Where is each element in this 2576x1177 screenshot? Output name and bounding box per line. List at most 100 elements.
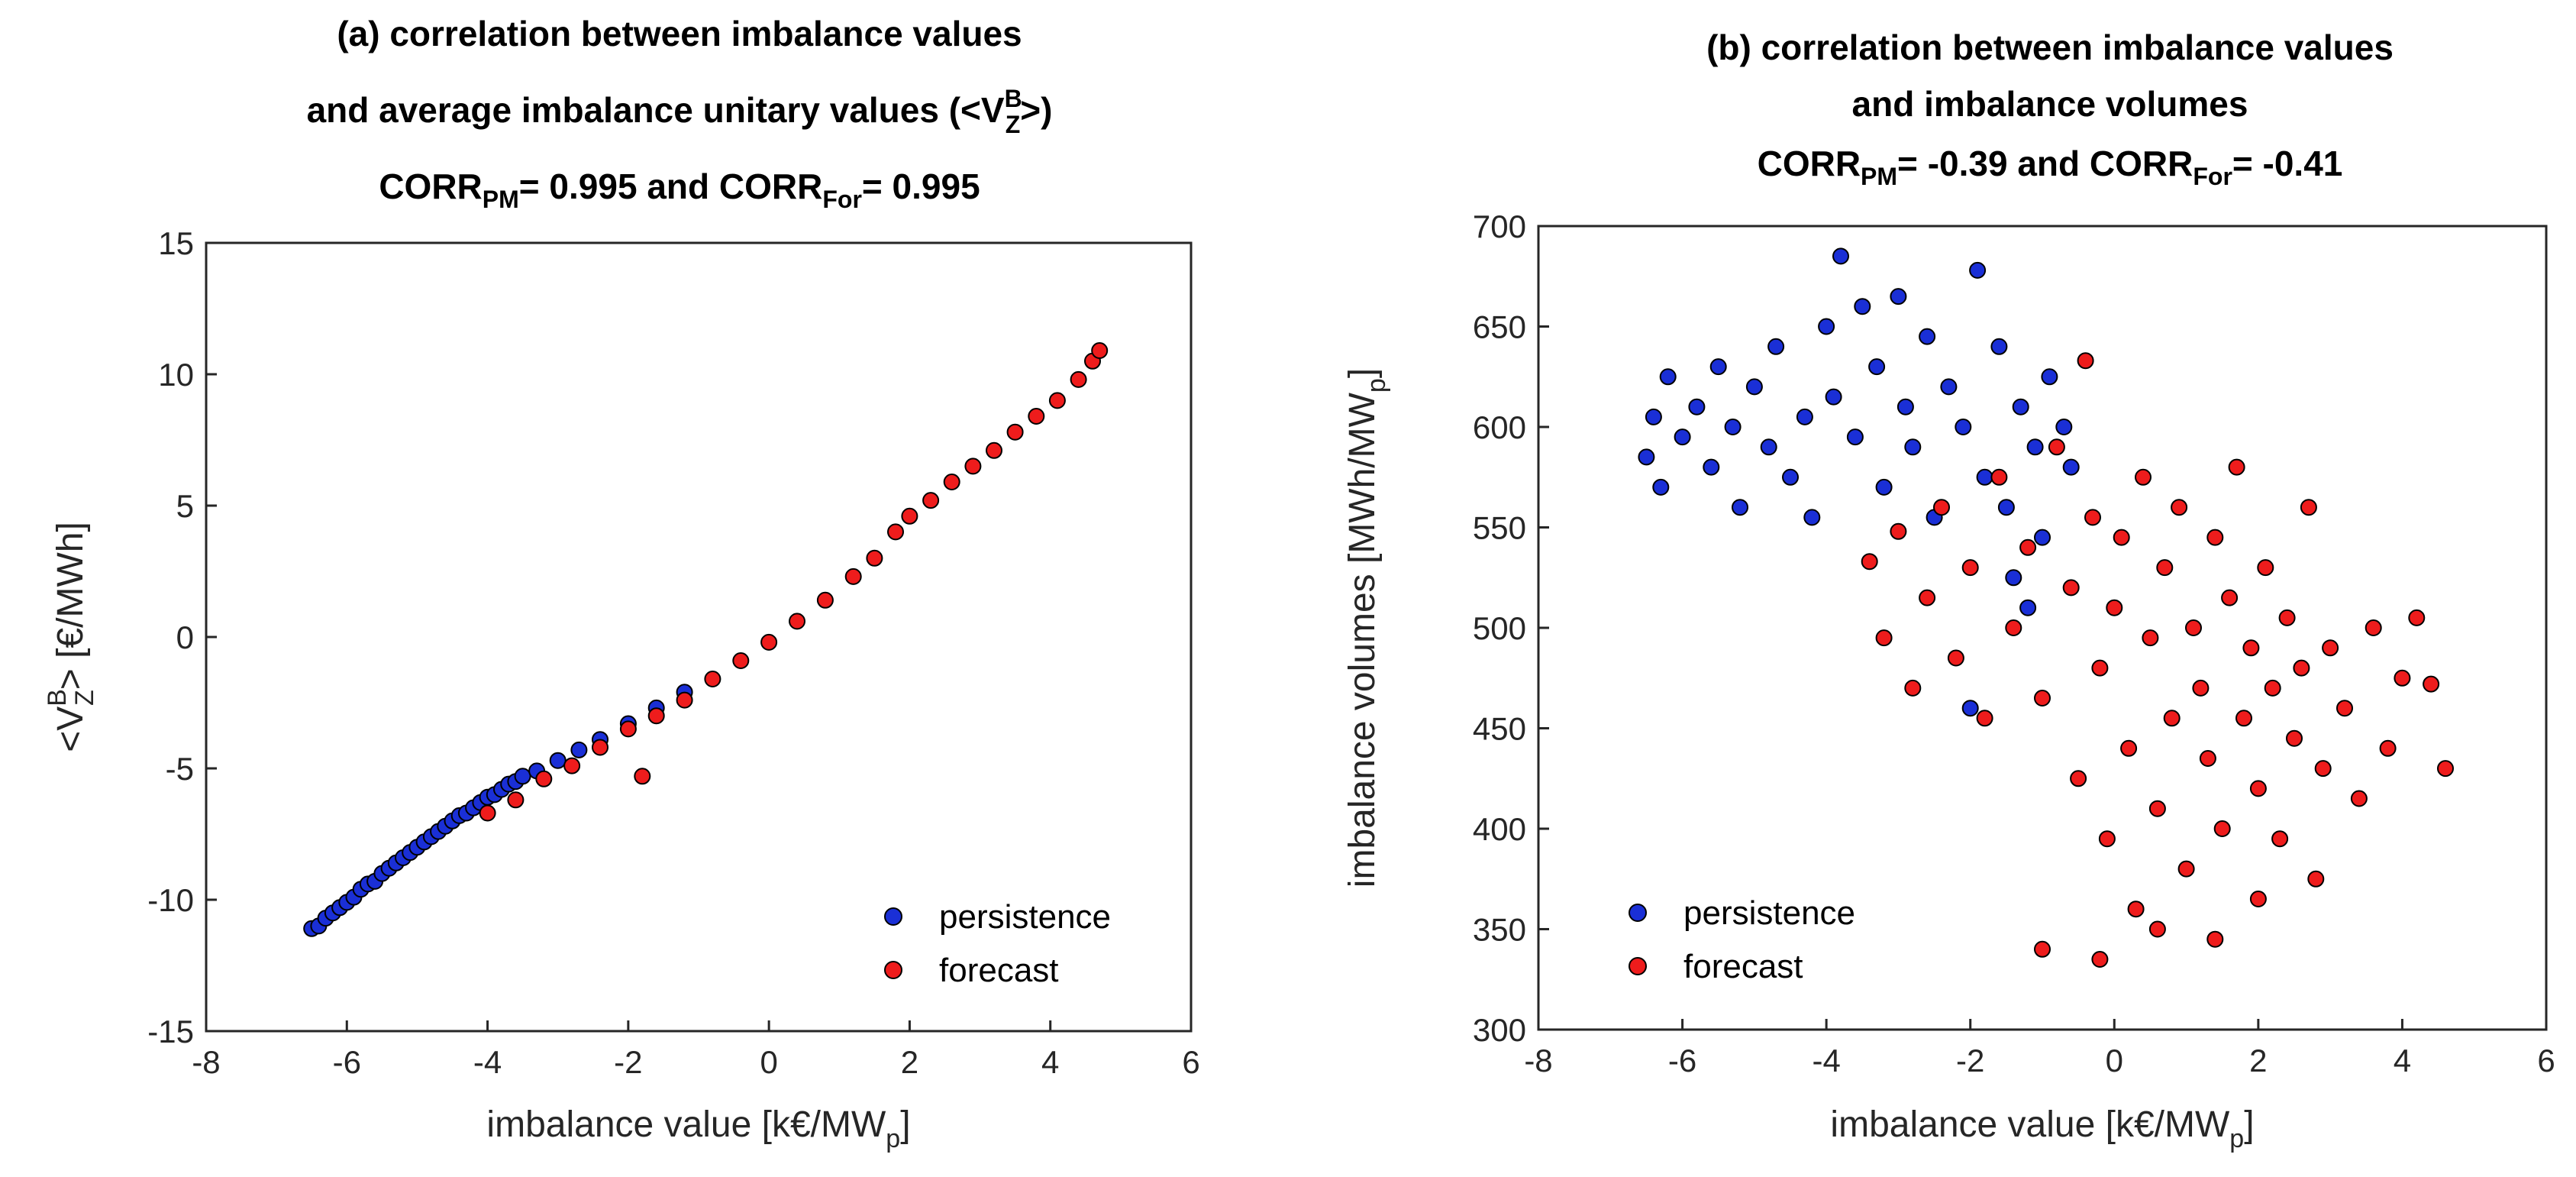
chart-b-persistence-point xyxy=(1875,478,1893,496)
chart-b-forecast-point xyxy=(2249,780,2267,797)
chart-a-corr2-label: CORR xyxy=(719,167,822,206)
chart-a-ytick-label: 0 xyxy=(176,619,194,655)
chart-b-forecast-point xyxy=(2084,509,2101,526)
chart-a-marks xyxy=(303,342,1109,937)
legend-a-forecast-label: forecast xyxy=(939,952,1059,989)
chart-a-forecast-point xyxy=(1006,423,1024,441)
legend-b-persistence-label: persistence xyxy=(1683,894,1855,932)
chart-a-corr2-sub: For xyxy=(822,186,862,213)
chart-b-ylabel: imbalance volumes [MWh/MWp] xyxy=(1342,368,1391,888)
chart-b-forecast-point xyxy=(1919,589,1936,606)
chart-b-forecast-point xyxy=(2394,669,2411,687)
chart-b-xtick-label: -8 xyxy=(1524,1043,1552,1078)
chart-a-forecast-point xyxy=(943,474,960,490)
chart-b-forecast-point xyxy=(2293,659,2310,677)
chart-a-ytick-label: -15 xyxy=(147,1014,194,1049)
chart-a-forecast-point xyxy=(844,567,862,585)
chart-b-forecast-point xyxy=(2177,860,2195,878)
chart-a-persistence-point xyxy=(549,752,567,769)
chart-a-ticks: -8 -6 -4 -2 0 2 4 6 -15 -10 -5 0 5 10 15 xyxy=(147,225,1199,1080)
chart-b-forecast-point xyxy=(2322,639,2339,657)
chart-b-persistence-point xyxy=(2012,398,2029,416)
chart-b-forecast-point xyxy=(2091,951,2109,968)
chart-b-xlabel-tail: ] xyxy=(2244,1104,2254,1145)
chart-b-ytick-label: 600 xyxy=(1473,409,1526,445)
chart-a-title-line1: (a) correlation between imbalance values xyxy=(337,14,1022,53)
chart-a-xlabel: imbalance value [k€/MWp] xyxy=(486,1104,910,1153)
chart-b-title-line2: and imbalance volumes xyxy=(1852,84,2248,124)
chart-b-forecast-point xyxy=(2127,901,2145,918)
chart-b-marks xyxy=(1638,247,2454,968)
chart-a-corr2-value: = 0.995 xyxy=(862,167,980,206)
chart-b-corr2-sub: For xyxy=(2193,163,2232,190)
chart-b-forecast-point xyxy=(2278,609,2296,626)
chart-b-forecast-point xyxy=(1990,468,2008,486)
chart-b-forecast-point xyxy=(1904,679,1922,697)
chart-a-ylabel-pre: <V xyxy=(50,707,91,752)
chart-b-forecast-point xyxy=(2019,538,2037,556)
chart-a-forecast-point xyxy=(816,591,834,609)
legend-a-persistence-label: persistence xyxy=(939,898,1111,936)
chart-a-persistence-point xyxy=(514,768,531,785)
chart-a-xtick-label: 2 xyxy=(901,1044,918,1080)
chart-b-forecast-point xyxy=(1933,499,1950,516)
chart-b-forecast-point xyxy=(2199,750,2216,767)
chart-b-persistence-point xyxy=(1688,398,1706,416)
chart-a-forecast-point xyxy=(760,633,778,651)
chart-a-xtick-label: 4 xyxy=(1041,1044,1059,1080)
chart-b-ticks: -8 -6 -4 -2 0 2 4 6 300 350 400 450 500 550 600 650 700 xyxy=(1473,209,2555,1078)
chart-b-persistence-point xyxy=(1976,468,1993,486)
chart-a-xtick-label: -4 xyxy=(473,1044,502,1080)
chart-b-persistence-point xyxy=(1818,318,1835,335)
chart-b-persistence-point xyxy=(1896,398,1914,416)
chart-b-corr2-value: = -0.41 xyxy=(2232,144,2343,183)
chart-a-forecast-point xyxy=(1028,408,1045,425)
chart-a-ylabel-sub: Z xyxy=(70,690,99,706)
chart-b-persistence-point xyxy=(1724,419,1742,435)
chart-b-persistence-point xyxy=(1645,408,1662,425)
chart-b-ytick-label: 550 xyxy=(1473,510,1526,546)
chart-a-forecast-point xyxy=(1048,392,1066,409)
chart-a-forecast-point xyxy=(922,492,940,509)
chart-b-forecast-point xyxy=(2113,529,2130,546)
chart-b-persistence-point xyxy=(1638,448,1655,466)
chart-b-xtick-label: -2 xyxy=(1956,1043,1984,1078)
chart-b-persistence-point xyxy=(1997,499,2015,516)
chart-b-forecast-point xyxy=(2300,499,2317,516)
chart-a-ylabel-tail: > [€/MWh] xyxy=(50,522,91,690)
chart-b-forecast-point xyxy=(2077,352,2094,370)
chart-b-forecast-point xyxy=(2148,800,2166,817)
chart-b-forecast-point xyxy=(2034,690,2051,707)
chart-b-title-line3: CORRPM= -0.39 and CORRFor= -0.41 xyxy=(1758,144,2343,190)
chart-b-forecast-point xyxy=(2314,760,2332,778)
chart-a-legend: persistence forecast xyxy=(884,898,1111,989)
chart-a-xtick-label: 0 xyxy=(760,1044,777,1080)
chart-a-forecast-point xyxy=(789,613,805,630)
chart-b-forecast-point xyxy=(2249,891,2267,907)
legend-a-persistence-marker xyxy=(884,907,902,926)
chart-b-persistence-point xyxy=(1854,298,1871,315)
chart-b-ytick-label: 650 xyxy=(1473,309,1526,345)
chart-b-xlabel-main: imbalance value [k€/MW xyxy=(1830,1104,2230,1145)
chart-b-forecast-point xyxy=(2437,760,2454,778)
chart-b-forecast-point xyxy=(1890,522,1907,540)
chart-a-forecast-point xyxy=(732,652,750,669)
chart-b-forecast-point xyxy=(2135,468,2152,486)
chart-b-forecast-point xyxy=(2171,499,2188,516)
chart-b-forecast-point xyxy=(1875,629,1893,647)
chart-a-title-line3: CORRPM= 0.995 and CORRFor= 0.995 xyxy=(379,167,980,213)
chart-b-persistence-point xyxy=(2026,438,2044,456)
chart-b-forecast-point xyxy=(2408,609,2426,626)
chart-b-forecast-point xyxy=(2034,940,2051,958)
chart-b-ylabel-main: imbalance volumes [MWh/MW xyxy=(1342,392,1383,888)
chart-b-forecast-point xyxy=(2235,710,2252,727)
chart-b-forecast-point xyxy=(2070,770,2087,787)
chart-b-forecast-point xyxy=(2148,920,2166,938)
chart-a-xlabel-sub: p xyxy=(886,1124,900,1153)
chart-a-ytick-label: 10 xyxy=(158,357,194,393)
chart-b-forecast-point xyxy=(2307,870,2325,888)
chart-b-forecast-point xyxy=(2206,930,2224,948)
chart-b-xtick-label: 4 xyxy=(2394,1043,2411,1078)
chart-b-xtick-label: 0 xyxy=(2106,1043,2123,1078)
